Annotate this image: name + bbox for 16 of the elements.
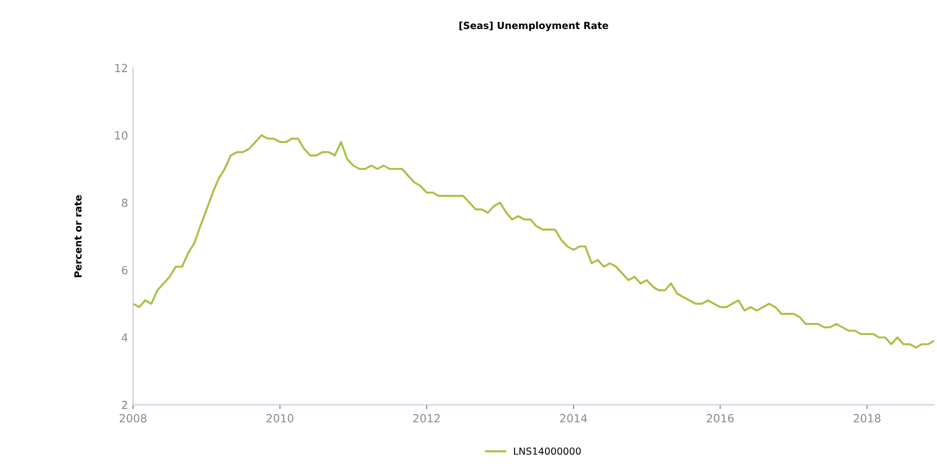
y-tick-label: 8 [122, 198, 128, 208]
x-tick-label: 2014 [560, 414, 588, 422]
x-tick-label: 2016 [706, 414, 734, 422]
x-tick-label: 2010 [266, 414, 294, 422]
y-tick-label: 12 [115, 64, 128, 72]
x-tick-label: 2012 [413, 414, 440, 422]
y-tick-label: 2 [122, 400, 128, 410]
x-tick-label: 2018 [854, 414, 880, 422]
y-tick-label: 4 [122, 334, 128, 342]
x-tick-label: 2008 [120, 414, 146, 422]
legend-label: LNS14000000 [514, 447, 581, 455]
y-axis-title: Percent or rate [74, 195, 82, 278]
chart-title: [Seas] Unemployment Rate [459, 22, 608, 32]
line-series [133, 134, 934, 349]
y-tick-label: 10 [115, 131, 128, 140]
y-tick-label: 6 [122, 266, 128, 274]
